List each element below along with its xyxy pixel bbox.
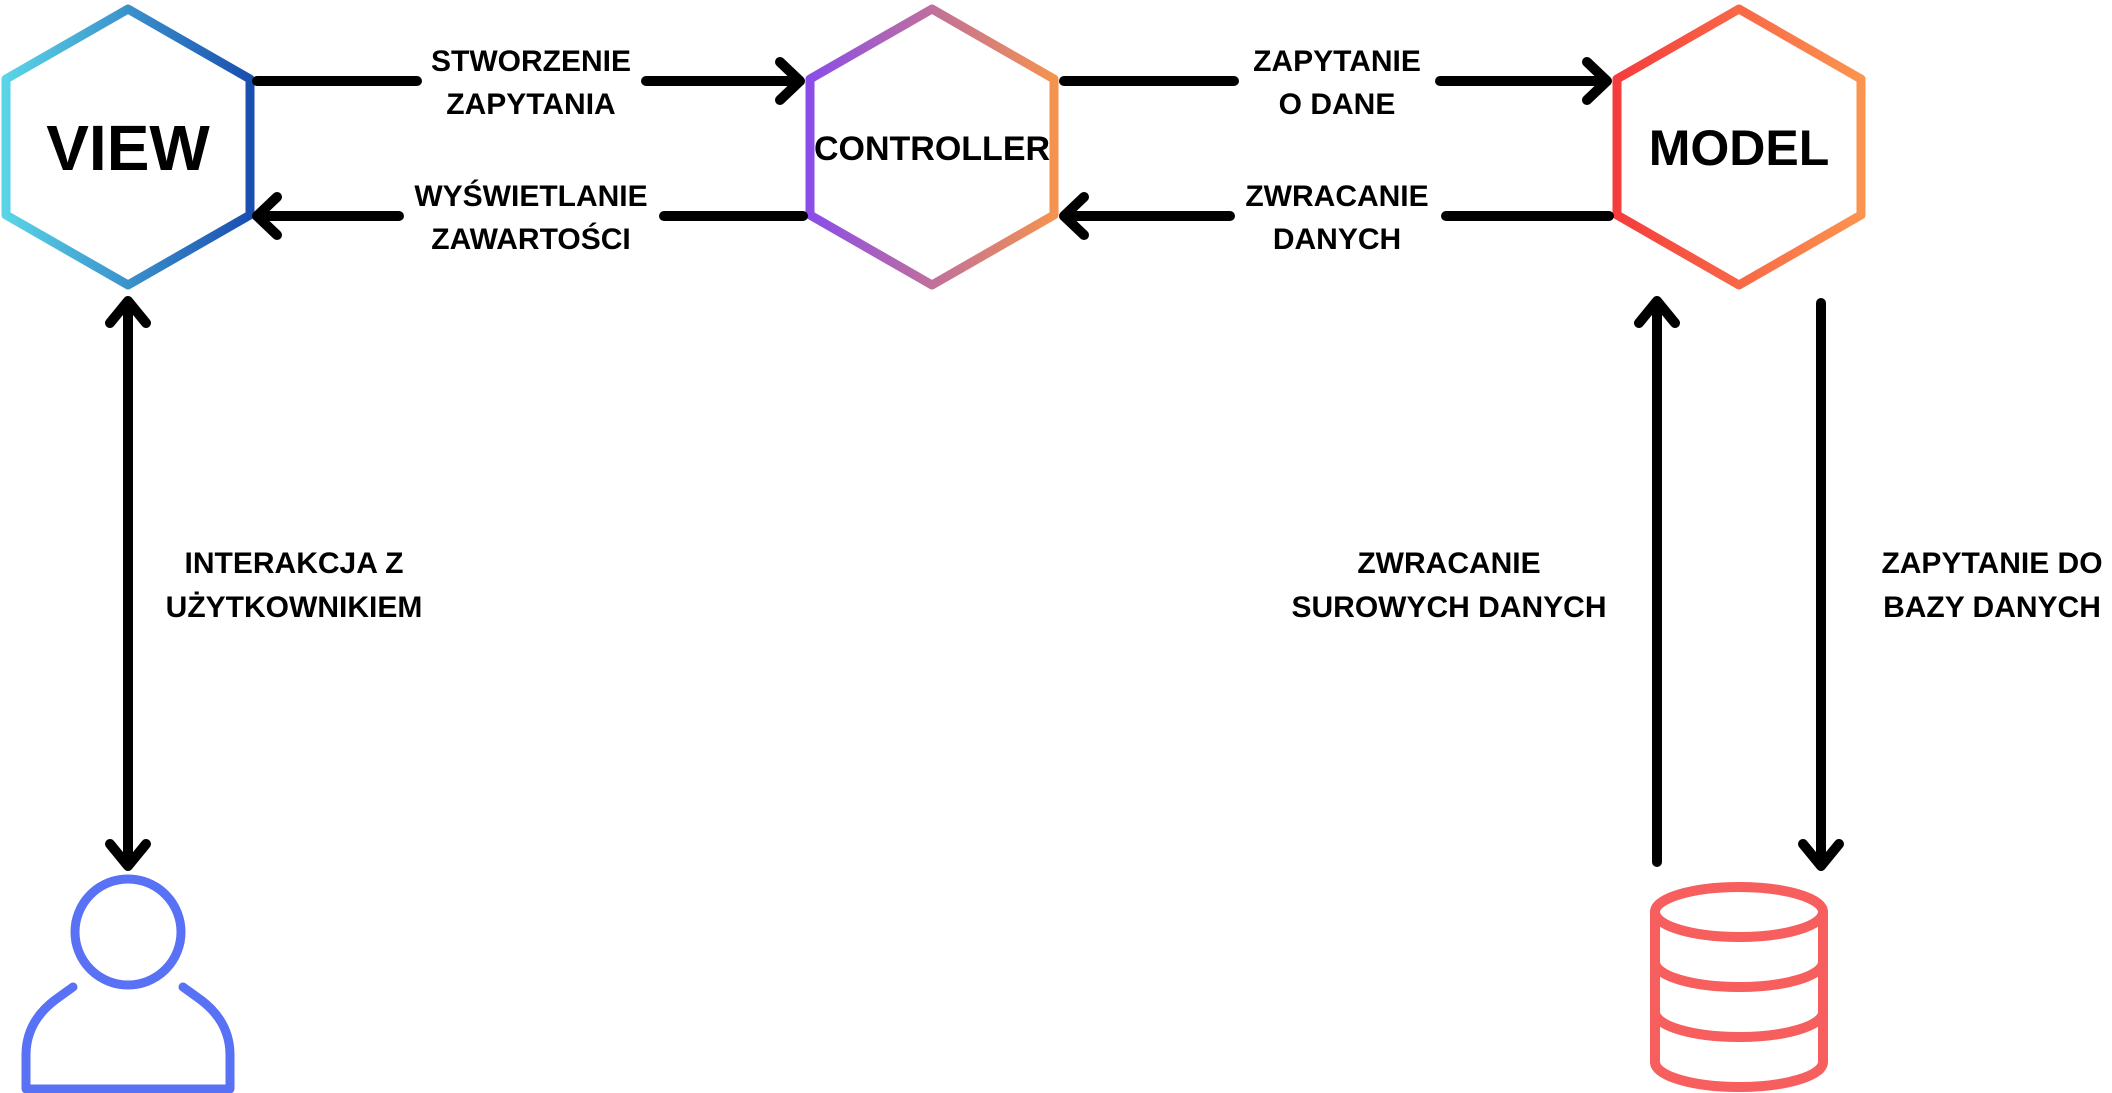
arrow-model-to-controller [1059,192,1614,240]
user-icon [21,874,235,1093]
label-controller-to-view-1: WYŚWIETLANIE [414,179,647,213]
label-database-to-model-1: ZWRACANIE [1357,547,1540,580]
view-label: VIEW [46,112,210,184]
view-hexagon [1,4,255,290]
model-hexagon [1612,4,1866,290]
label-controller-to-model-1: ZAPYTANIE [1253,45,1421,78]
controller-hexagon [805,4,1059,290]
label-controller-to-view-2: ZAWARTOŚCI [431,222,630,256]
model-node: MODEL [1612,4,1866,290]
label-view-to-controller-2: ZAPYTANIA [446,88,615,121]
label-model-to-database-1: ZAPYTANIE DO [1881,547,2102,580]
arrow-controller-to-model [1059,57,1612,105]
label-model-to-controller-1: ZWRACANIE [1245,180,1428,213]
arrow-model-to-database [1798,298,1844,871]
label-user-view-1: INTERAKCJA Z [185,547,404,580]
label-user-view-2: UŻYTKOWNIKIEM [166,591,423,624]
controller-node: CONTROLLER [805,4,1059,290]
view-node: VIEW [1,4,255,290]
database-icon [1650,882,1828,1092]
label-database-to-model-2: SUROWYCH DANYCH [1292,591,1607,624]
arrow-user-view [105,296,151,871]
label-controller-to-model-2: O DANE [1279,88,1396,121]
model-label: MODEL [1649,120,1830,176]
label-model-to-database-2: BAZY DANYCH [1883,591,2101,624]
controller-label: CONTROLLER [814,130,1050,168]
label-view-to-controller-1: STWORZENIE [431,45,631,78]
arrow-controller-to-view [252,192,808,240]
arrow-database-to-model [1634,296,1680,867]
label-model-to-controller-2: DANYCH [1273,223,1401,256]
arrow-view-to-controller [252,57,805,105]
